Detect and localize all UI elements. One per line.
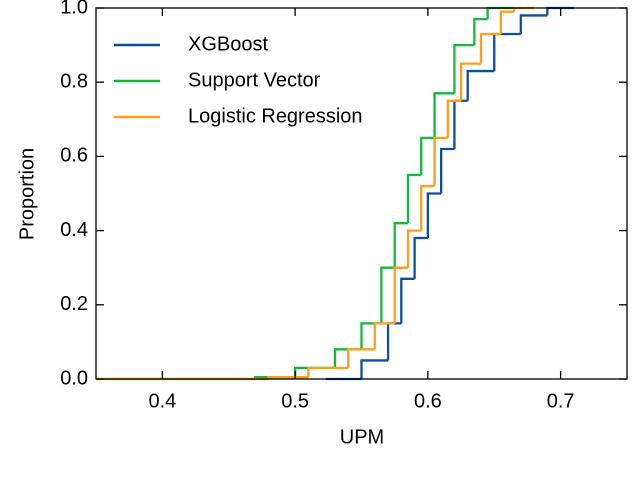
ecdf-step: [479, 32, 501, 64]
ecdf-step: [380, 266, 395, 324]
ecdf-step: [473, 17, 488, 46]
ecdf-step: [347, 348, 375, 368]
x-tick-label: 0.7: [547, 390, 575, 412]
x-tick-label: 0.5: [281, 390, 309, 412]
ecdf-step: [386, 322, 402, 361]
ecdf-step: [440, 147, 455, 194]
ecdf-step: [453, 99, 468, 149]
y-axis-label: Proportion: [16, 148, 38, 240]
ecdf-step: [466, 69, 495, 101]
y-tick-label: 0.6: [60, 145, 88, 167]
ecdf-step: [293, 366, 335, 378]
y-tick-label: 0.0: [60, 367, 88, 389]
ecdf-step: [519, 14, 548, 34]
ecdf-step: [420, 136, 435, 175]
ecdf-step: [433, 136, 448, 187]
legend-label: XGBoost: [188, 33, 268, 55]
x-tick-label: 0.6: [414, 390, 442, 412]
ecdf-step: [499, 10, 515, 34]
ecdf-step: [420, 184, 435, 231]
legend-label: Support Vector: [188, 69, 321, 91]
ecdf-step: [406, 229, 422, 268]
ecdf-step: [400, 277, 415, 324]
ecdf-step: [426, 192, 442, 239]
ecdf-step: [446, 99, 462, 138]
y-tick-label: 0.4: [60, 219, 88, 241]
y-tick-label: 0.8: [60, 70, 88, 92]
ecdf-step: [453, 43, 475, 94]
ecdf-step: [406, 173, 422, 224]
ecdf-step: [393, 222, 408, 268]
ecdf-step: [360, 322, 382, 350]
ecdf-step: [373, 322, 395, 350]
y-tick-label: 0.2: [60, 293, 88, 315]
ecdf-step: [459, 62, 481, 101]
ecdf-step: [360, 359, 389, 379]
ecdf-step: [493, 32, 521, 72]
ecdf-step: [393, 266, 408, 324]
x-tick-label: 0.4: [148, 390, 176, 412]
ecdf-step: [413, 236, 428, 279]
legend-label: Logistic Regression: [188, 105, 363, 127]
y-tick-label: 1.0: [60, 0, 88, 18]
plot-frame: [95, 7, 628, 380]
ecdf-step: [433, 92, 455, 138]
ecdf-step: [307, 366, 349, 378]
x-axis-label: UPM: [340, 426, 384, 448]
